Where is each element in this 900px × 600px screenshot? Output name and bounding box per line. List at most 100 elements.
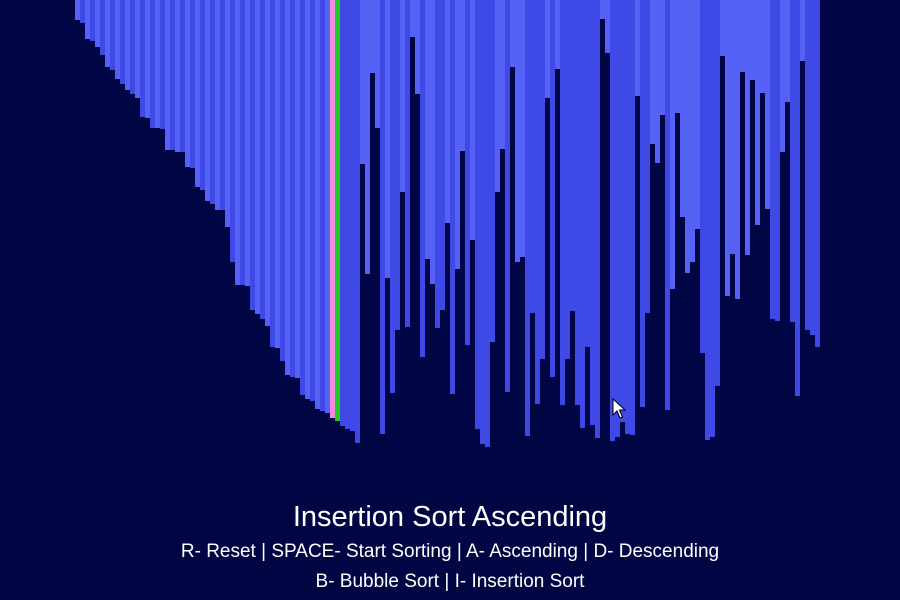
value-bar [365,0,370,274]
value-bar [705,0,710,440]
value-bar [485,0,490,447]
value-bar [260,0,265,319]
value-bar [815,0,820,347]
value-bar [330,0,335,418]
value-bar [635,0,640,96]
value-bar [625,0,630,434]
value-bar [225,0,230,227]
value-bar [385,0,390,278]
value-bar [350,0,355,431]
value-bar [650,0,655,144]
value-bar [115,0,120,79]
value-bar [545,0,550,98]
value-bar [420,0,425,357]
value-bar [730,0,735,254]
value-bar [185,0,190,167]
value-bar [190,0,195,168]
value-bar [250,0,255,310]
value-bar [410,0,415,37]
value-bar [565,0,570,359]
value-bar [255,0,260,314]
value-bar [285,0,290,375]
value-bar [790,0,795,322]
value-bar [370,0,375,73]
value-bar [785,0,790,102]
value-bar [530,0,535,313]
value-bar [125,0,130,90]
value-bar [405,0,410,327]
controls-help-line-2: B- Bubble Sort | I- Insertion Sort [315,571,585,592]
value-bar [700,0,705,353]
value-bar [205,0,210,201]
value-bar [470,0,475,240]
value-bar [390,0,395,393]
value-bar [130,0,135,94]
value-bar [140,0,145,117]
value-bar [535,0,540,404]
value-bar [760,0,765,93]
mouse-pointer-icon [612,398,626,419]
value-bar [355,0,360,443]
value-bar [110,0,115,70]
value-bar [620,0,625,422]
value-bar [810,0,815,335]
value-bar [490,0,495,342]
value-bar [795,0,800,396]
value-bar [245,0,250,286]
value-bar [550,0,555,377]
value-bar [510,0,515,67]
value-bar [90,0,95,41]
value-bar [735,0,740,299]
value-bar [740,0,745,72]
value-bar [240,0,245,285]
value-bar [610,0,615,441]
value-bar [500,0,505,149]
value-bar [630,0,635,435]
value-bar [455,0,460,269]
algorithm-title: Insertion Sort Ascending [292,501,608,533]
value-bar [440,0,445,310]
value-bar [580,0,585,428]
value-bar [325,0,330,413]
value-bar [480,0,485,444]
value-bar [615,0,620,437]
value-bar [555,0,560,69]
value-bar [450,0,455,394]
value-bar [380,0,385,434]
value-bar [465,0,470,345]
value-bar [95,0,100,47]
value-bar [645,0,650,313]
value-bar [160,0,165,129]
value-bar [475,0,480,429]
value-bar [235,0,240,285]
value-bar [680,0,685,217]
value-bar [605,0,610,53]
value-bar [180,0,185,152]
value-bar [165,0,170,150]
value-bar [655,0,660,163]
value-bar [675,0,680,113]
value-bar [85,0,90,39]
value-bar [210,0,215,204]
value-bar [665,0,670,410]
value-bar [415,0,420,94]
value-bar [120,0,125,84]
value-bar [320,0,325,411]
value-bar [75,0,80,20]
value-bar [570,0,575,311]
value-bar [275,0,280,348]
value-bar [335,0,340,421]
value-bar [670,0,675,289]
value-bar [170,0,175,150]
value-bar [220,0,225,210]
value-bar [520,0,525,257]
value-bar [340,0,345,426]
value-bar [445,0,450,223]
value-bar [375,0,380,128]
value-bar [660,0,665,115]
value-bar [540,0,545,359]
value-bar [780,0,785,152]
value-bar [155,0,160,128]
controls-help-line-1: R- Reset | SPACE- Start Sorting | A- Asc… [180,541,720,562]
